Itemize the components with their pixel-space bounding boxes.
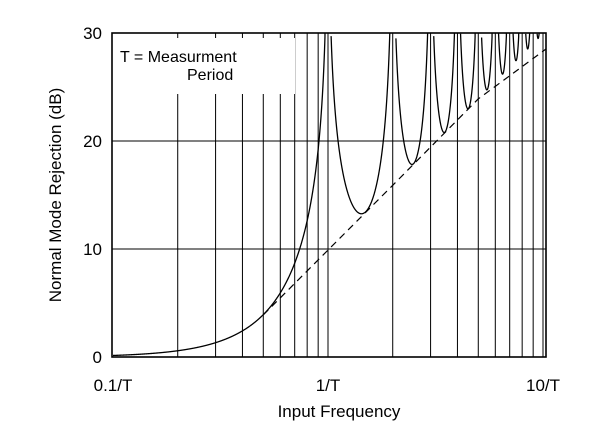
y-tick-label: 10 <box>83 240 102 259</box>
x-tick-label: 10/T <box>526 376 560 395</box>
series-group <box>113 33 546 357</box>
grid-y <box>112 140 546 250</box>
ticks-x: 0.1/T 1/T 10/T <box>94 376 560 395</box>
x-axis-label: Input Frequency <box>278 402 401 421</box>
x-tick-label: 1/T <box>316 376 341 395</box>
y-axis-label: Normal Mode Rejection (dB) <box>46 88 65 302</box>
series-asymptote-dashed <box>262 48 546 316</box>
series-rejection-solid <box>113 33 540 357</box>
y-tick-label: 0 <box>93 348 102 367</box>
x-tick-label: 0.1/T <box>94 376 133 395</box>
ticks-y: 0 10 20 30 <box>83 24 102 367</box>
y-tick-label: 20 <box>83 132 102 151</box>
annotation-line-1: T = Measurment <box>120 49 237 66</box>
plot-frame <box>111 32 547 358</box>
y-tick-label: 30 <box>83 24 102 43</box>
annotation-line-2: Period <box>187 67 233 84</box>
annotation-box <box>117 38 295 94</box>
